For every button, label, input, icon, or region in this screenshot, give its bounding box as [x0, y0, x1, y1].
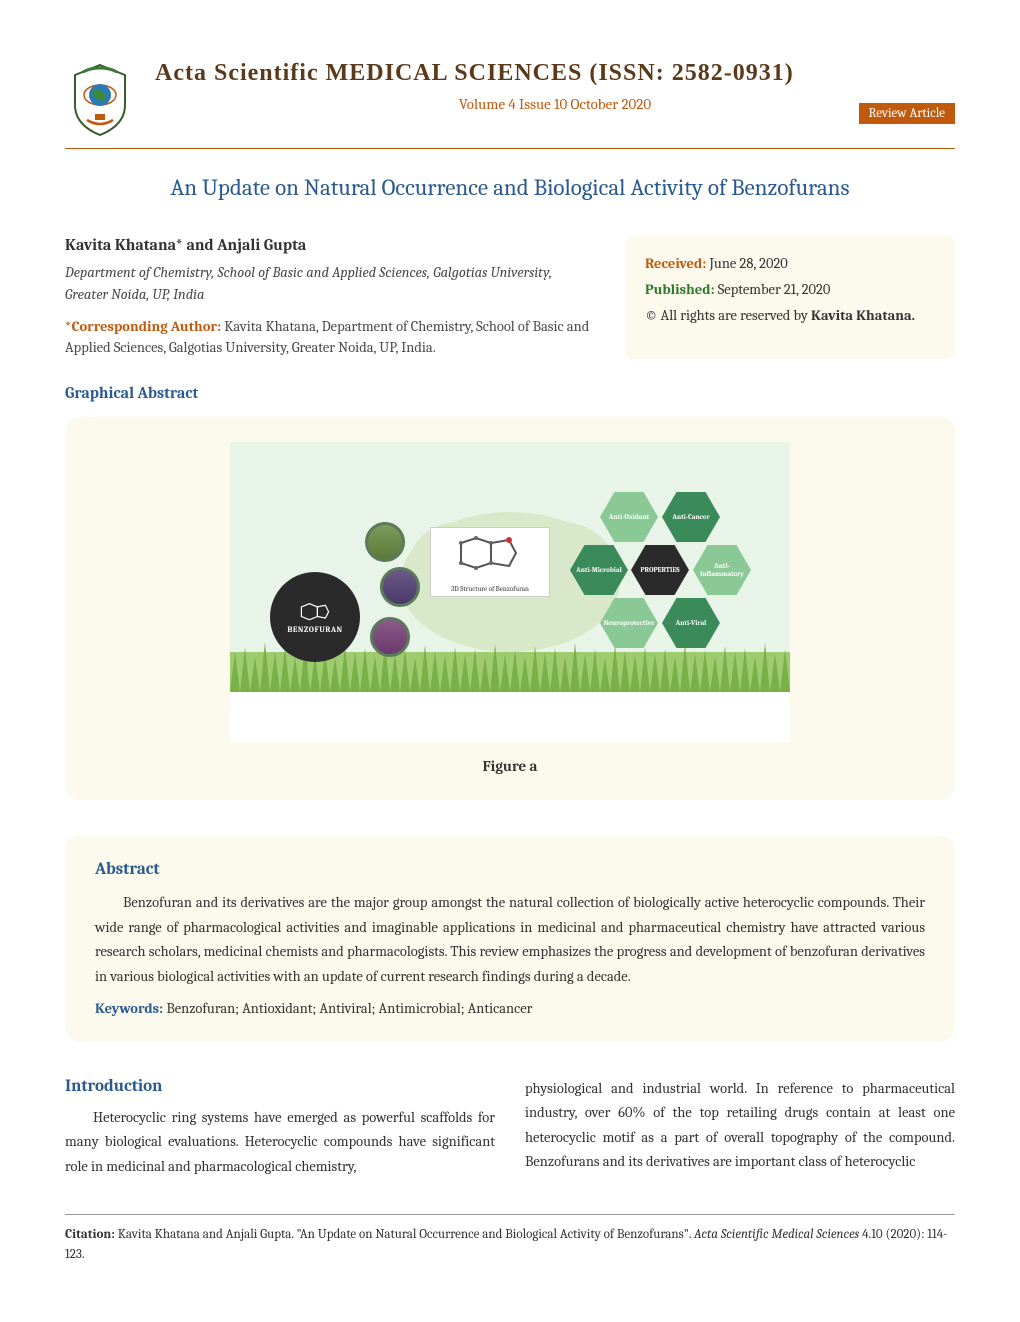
molecule-3d-icon: [431, 528, 551, 583]
abstract-heading: Abstract: [95, 860, 925, 879]
citation-journal: Acta Scientific Medical Sciences: [694, 1227, 859, 1242]
page-header: Acta Scientific MEDICAL SCIENCES (ISSN: …: [65, 60, 955, 140]
property-hexagon: Anti-Cancer: [662, 492, 720, 542]
body-paragraph: physiological and industrial world. In r…: [525, 1077, 955, 1176]
structure-label: 3D Structure of Benzofuran: [431, 585, 549, 593]
introduction-heading: Introduction: [65, 1077, 495, 1096]
plant-circle-icon: [370, 617, 410, 657]
benzofuran-label: BENZOFURAN: [287, 625, 342, 634]
copyright-text: © All rights are reserved by: [645, 307, 811, 324]
benzofuran-structure-icon: [295, 600, 335, 625]
copyright-line: © All rights are reserved by Kavita Khat…: [645, 303, 935, 329]
author-affiliation: Department of Chemistry, School of Basic…: [65, 262, 595, 306]
corresponding-author: *Corresponding Author: Kavita Khatana, D…: [65, 316, 595, 360]
article-meta-row: Kavita Khatana* and Anjali Gupta Departm…: [65, 236, 955, 359]
article-type-badge: Review Article: [859, 103, 956, 124]
keywords-line: Keywords: Benzofuran; Antioxidant; Antiv…: [95, 1000, 925, 1017]
publication-dates-box: Received: June 28, 2020 Published: Septe…: [625, 236, 955, 359]
figure-box: BENZOFURAN 3D Structure of Benzofuran An…: [65, 417, 955, 800]
column-left: Introduction Heterocyclic ring systems h…: [65, 1077, 495, 1180]
property-hexagon: Anti-Microbial: [570, 545, 628, 595]
structure-3d-box: 3D Structure of Benzofuran: [430, 527, 550, 597]
received-label: Received:: [645, 255, 706, 272]
journal-title: Acta Scientific MEDICAL SCIENCES (ISSN: …: [155, 60, 955, 87]
footer-divider: [65, 1214, 955, 1215]
header-divider: [65, 148, 955, 149]
property-hexagon: Anti-Oxidant: [600, 492, 658, 542]
content-columns: Introduction Heterocyclic ring systems h…: [65, 1077, 955, 1180]
plant-circle-icon: [365, 522, 405, 562]
graphical-abstract-heading: Graphical Abstract: [65, 384, 955, 402]
column-right: physiological and industrial world. In r…: [525, 1077, 955, 1180]
published-label: Published:: [645, 281, 715, 298]
received-date: Received: June 28, 2020: [645, 251, 935, 277]
citation-label: Citation:: [65, 1227, 115, 1242]
property-hexagon: Anti-Viral: [662, 598, 720, 648]
citation-authors: Kavita Khatana and Anjali Gupta: [115, 1227, 292, 1242]
copyright-author: Kavita Khatana.: [811, 307, 915, 324]
published-value: September 21, 2020: [715, 281, 831, 298]
published-date: Published: September 21, 2020: [645, 277, 935, 303]
citation-footer: Citation: Kavita Khatana and Anjali Gupt…: [65, 1225, 955, 1264]
abstract-box: Abstract Benzofuran and its derivatives …: [65, 835, 955, 1042]
plant-circle-icon: [380, 567, 420, 607]
properties-hexagon-cluster: Anti-Oxidant Anti-Cancer Anti-Microbial …: [560, 492, 760, 672]
citation-text: . "An Update on Natural Occurrence and B…: [291, 1227, 694, 1242]
graphical-abstract-figure: BENZOFURAN 3D Structure of Benzofuran An…: [230, 442, 790, 742]
benzofuran-node: BENZOFURAN: [270, 572, 360, 662]
keywords-text: Benzofuran; Antioxidant; Antiviral; Anti…: [163, 1000, 532, 1017]
property-hexagon-center: PROPERTIES: [631, 545, 689, 595]
figure-caption: Figure a: [90, 757, 930, 775]
property-hexagon: Anti-Inflammatory: [693, 545, 751, 595]
property-hexagon: Neuroprotective: [600, 598, 658, 648]
received-value: June 28, 2020: [706, 255, 787, 272]
abstract-text: Benzofuran and its derivatives are the m…: [95, 891, 925, 990]
article-title: An Update on Natural Occurrence and Biol…: [65, 174, 955, 201]
authors-block: Kavita Khatana* and Anjali Gupta Departm…: [65, 236, 595, 359]
keywords-label: Keywords:: [95, 1000, 163, 1017]
body-paragraph: Heterocyclic ring systems have emerged a…: [65, 1106, 495, 1180]
corresponding-label: *Corresponding Author:: [65, 318, 221, 335]
authors-list: Kavita Khatana* and Anjali Gupta: [65, 236, 595, 254]
journal-logo-icon: [65, 60, 135, 140]
